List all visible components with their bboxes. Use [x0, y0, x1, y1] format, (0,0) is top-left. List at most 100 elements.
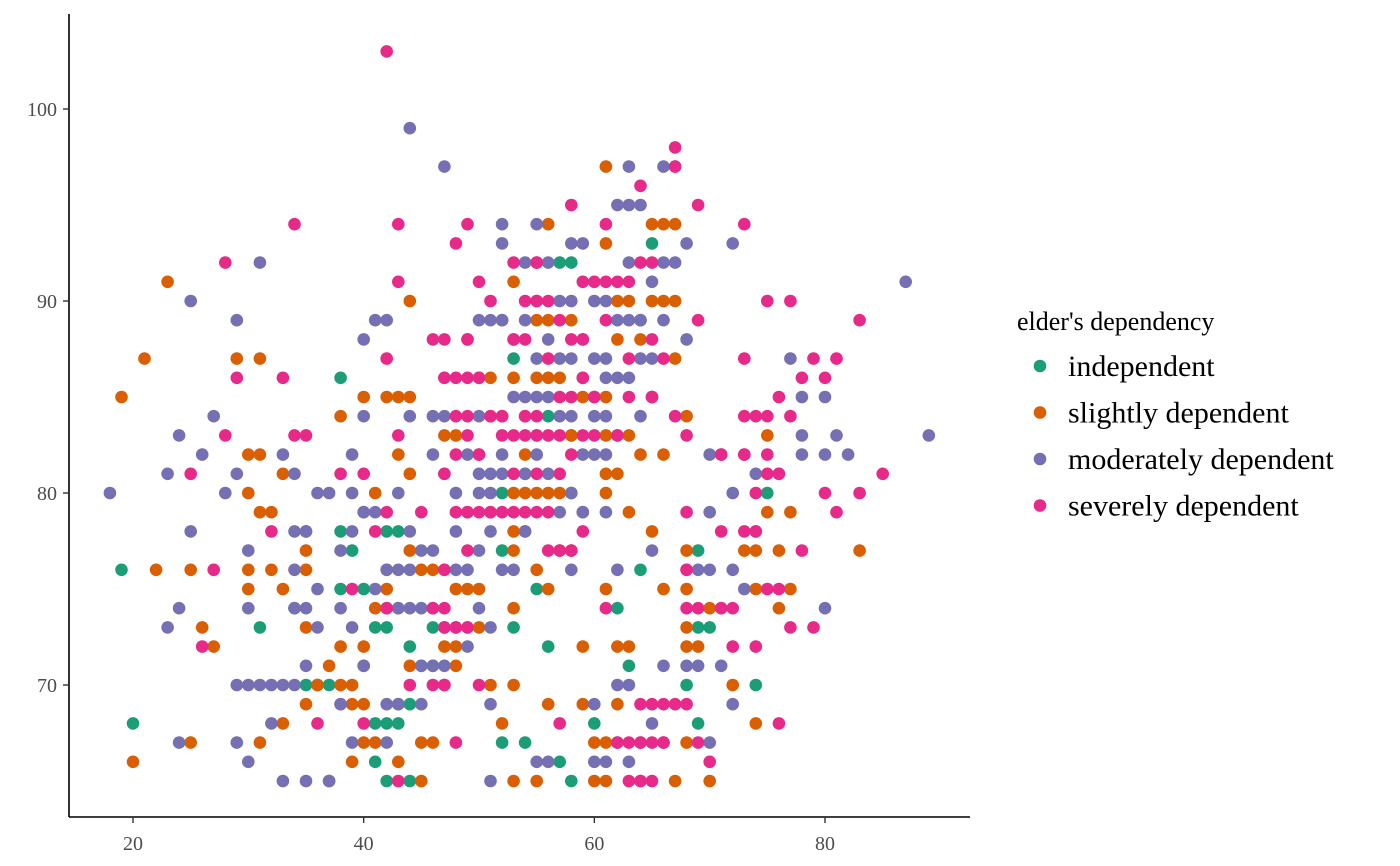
data-point: [795, 448, 809, 461]
data-point: [288, 525, 301, 538]
data-point: [380, 601, 394, 615]
data-point: [553, 352, 566, 365]
data-point: [795, 544, 809, 557]
data-point: [357, 697, 371, 711]
data-point: [530, 313, 543, 327]
data-point: [265, 505, 278, 519]
data-point: [691, 313, 705, 327]
data-point: [599, 352, 613, 365]
data-point: [472, 467, 486, 481]
data-point: [461, 544, 474, 557]
data-point: [265, 525, 278, 538]
data-point: [449, 659, 463, 673]
data-point: [772, 601, 786, 615]
data-point: [426, 544, 440, 557]
data-point: [207, 640, 220, 653]
data-point: [184, 736, 197, 749]
data-point: [680, 640, 693, 653]
data-point: [438, 601, 451, 615]
data-point: [380, 313, 394, 327]
data-point: [530, 505, 543, 519]
data-point: [645, 352, 659, 365]
data-point: [576, 333, 590, 346]
data-point: [541, 313, 555, 327]
data-point: [645, 774, 659, 788]
data-point: [553, 371, 566, 385]
data-point: [265, 563, 278, 577]
legend-key: [1033, 406, 1047, 419]
data-point: [242, 678, 255, 692]
data-point: [530, 294, 543, 308]
data-point: [299, 621, 313, 634]
data-point: [345, 486, 359, 500]
data-point: [553, 429, 566, 442]
data-point: [242, 486, 255, 500]
data-point: [172, 736, 186, 749]
data-point: [691, 640, 705, 653]
data-point: [818, 390, 832, 404]
y-tick-label: 70: [37, 675, 57, 697]
data-point: [749, 544, 763, 557]
data-point: [599, 486, 613, 500]
data-point: [253, 621, 267, 634]
data-point: [265, 678, 278, 692]
data-point: [449, 525, 463, 538]
data-point: [253, 256, 267, 269]
data-point: [588, 275, 601, 289]
data-point: [484, 371, 497, 385]
data-point: [380, 582, 394, 596]
points-layer: [103, 45, 936, 788]
data-point: [807, 352, 820, 365]
data-point: [622, 160, 636, 173]
y-tick-label: 90: [37, 291, 57, 313]
data-point: [599, 736, 613, 749]
data-point: [392, 601, 405, 615]
data-point: [472, 505, 486, 519]
data-point: [634, 352, 647, 365]
legend-items: independent slightly dependent moderately …: [1033, 350, 1334, 523]
data-point: [714, 525, 728, 538]
data-point: [703, 601, 716, 615]
data-point: [645, 256, 659, 269]
data-point: [611, 601, 624, 615]
data-point: [426, 601, 440, 615]
legend-item: severely dependent: [1033, 490, 1299, 523]
x-tick-label: 40: [354, 833, 374, 855]
data-point: [611, 333, 624, 346]
data-point: [645, 697, 659, 711]
data-point: [265, 717, 278, 730]
data-point: [368, 486, 382, 500]
data-point: [749, 582, 763, 596]
data-point: [472, 409, 486, 423]
data-point: [645, 217, 659, 231]
data-point: [426, 621, 440, 634]
data-point: [599, 755, 613, 769]
data-point: [738, 525, 751, 538]
data-point: [403, 467, 417, 481]
data-point: [599, 237, 613, 250]
data-point: [403, 601, 417, 615]
data-point: [484, 467, 497, 481]
data-point: [276, 582, 290, 596]
data-point: [368, 582, 382, 596]
data-point: [253, 678, 267, 692]
data-point: [392, 755, 405, 769]
data-point: [495, 217, 509, 231]
data-point: [645, 333, 659, 346]
data-point: [541, 352, 555, 365]
data-point: [461, 563, 474, 577]
data-point: [749, 717, 763, 730]
data-point: [415, 505, 428, 519]
y-tick-label: 100: [27, 99, 57, 121]
data-point: [691, 659, 705, 673]
data-point: [749, 467, 763, 481]
data-point: [611, 294, 624, 308]
data-point: [703, 505, 716, 519]
data-point: [357, 582, 371, 596]
data-point: [565, 294, 578, 308]
data-point: [219, 486, 232, 500]
data-point: [530, 467, 543, 481]
data-point: [518, 505, 532, 519]
data-point: [357, 409, 371, 423]
data-point: [507, 352, 520, 365]
